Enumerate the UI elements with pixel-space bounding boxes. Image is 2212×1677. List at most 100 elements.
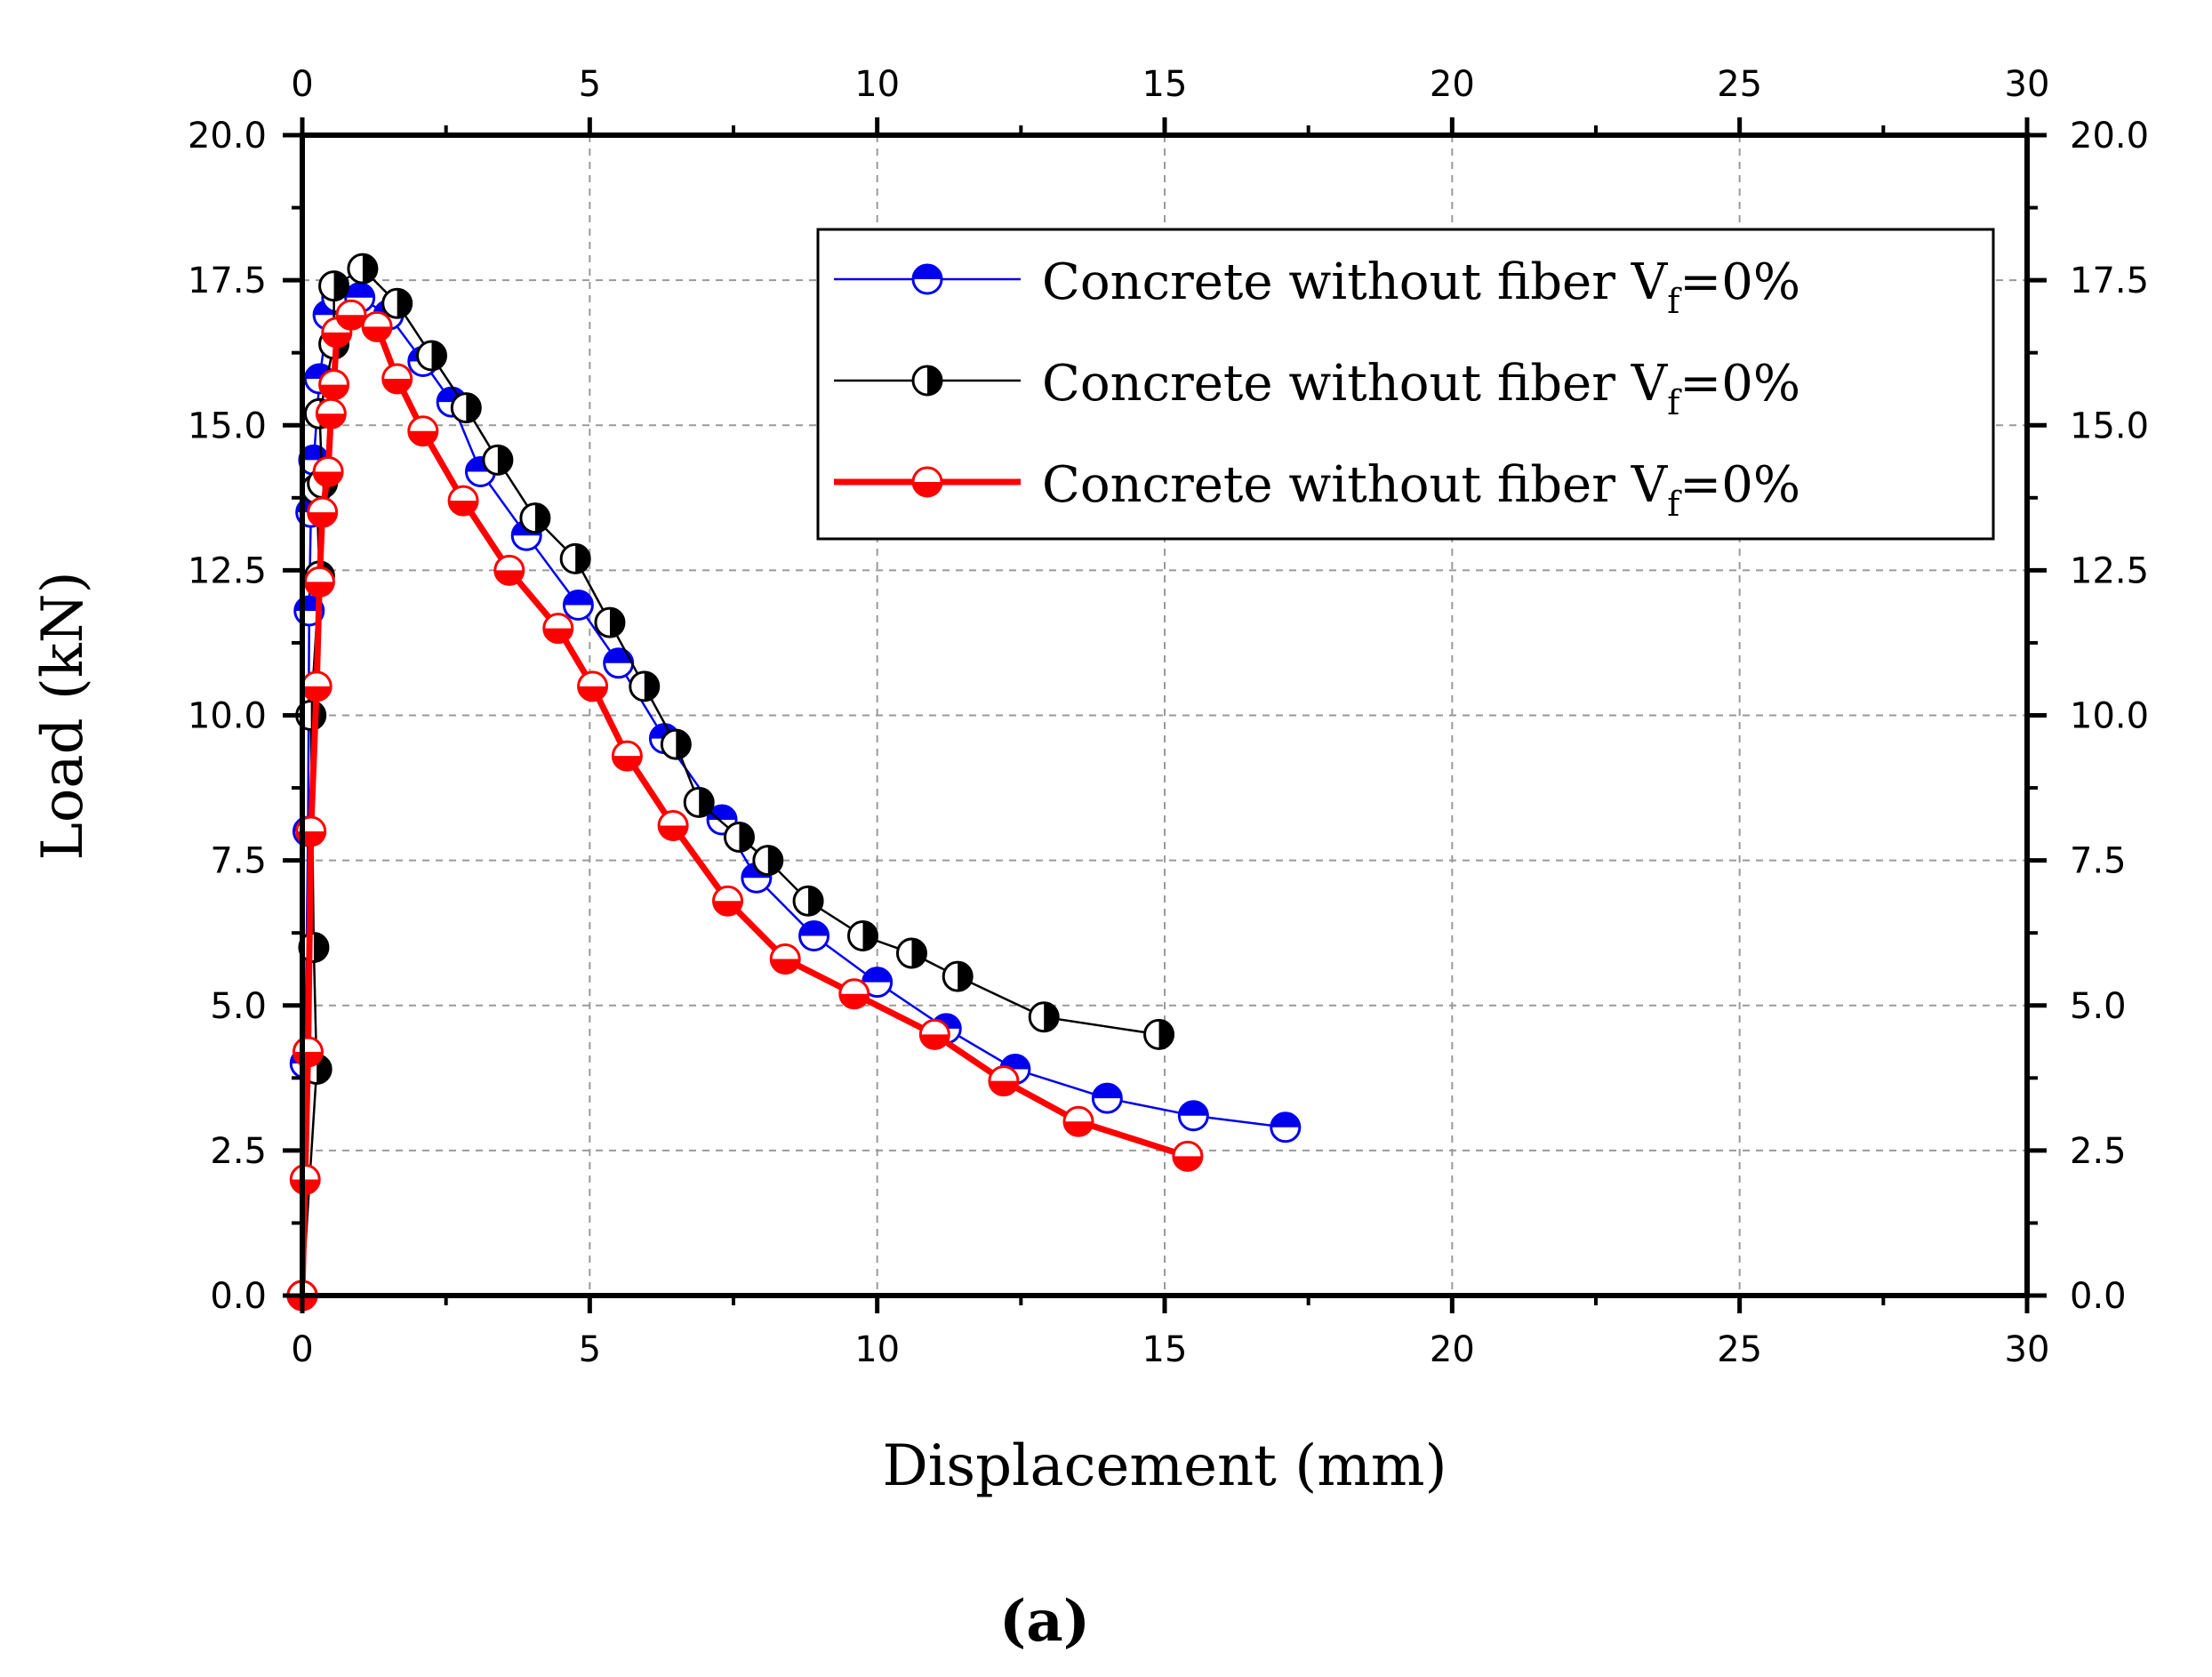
x-tick-label-top: 25	[1717, 64, 1762, 105]
data-point	[798, 919, 830, 951]
legend-entry-1: Concrete without fiber Vf=0%	[834, 253, 1800, 321]
data-point	[752, 845, 784, 877]
series-layer	[286, 253, 1302, 1312]
data-point	[318, 369, 350, 401]
legend-label: Concrete without fiber Vf=0%	[1042, 355, 1800, 422]
data-point	[562, 590, 594, 622]
y-tick-label-right: 5.0	[2070, 986, 2127, 1027]
y-tick-label-right: 15.0	[2070, 405, 2149, 446]
x-tick-label-top: 5	[579, 64, 601, 105]
data-point	[312, 455, 344, 487]
legend-swatch-marker	[911, 263, 943, 295]
data-point	[407, 415, 439, 447]
y-tick-label-left: 0.0	[210, 1276, 267, 1317]
data-point	[559, 542, 591, 574]
data-point	[542, 613, 574, 645]
data-point	[594, 606, 626, 638]
data-point	[307, 496, 339, 528]
data-point	[347, 253, 379, 285]
axis-ticks: 0 0 5 5 10 10 15 15 20 20 25 25 30 30 0.0 0.0 2.5 2.5 5.0 5…	[188, 64, 2149, 1370]
x-tick-label-bottom: 20	[1430, 1329, 1475, 1370]
data-point	[303, 566, 335, 598]
data-point	[519, 502, 551, 534]
y-tick-label-left: 17.5	[188, 261, 267, 301]
data-point	[1172, 1140, 1204, 1172]
data-point	[942, 960, 974, 992]
y-tick-label-right: 12.5	[2070, 550, 2149, 591]
x-tick-label-bottom: 5	[579, 1329, 601, 1370]
data-point	[315, 397, 347, 429]
y-tick-label-left: 7.5	[210, 841, 267, 882]
x-tick-label-bottom: 30	[2005, 1329, 2050, 1370]
data-point	[660, 728, 692, 760]
data-point	[603, 647, 635, 679]
x-tick-label-top: 20	[1430, 64, 1475, 105]
legend-swatch-marker	[911, 466, 943, 498]
legend-label: Concrete without fiber Vf=0%	[1042, 456, 1800, 524]
data-point	[1270, 1111, 1302, 1143]
y-tick-label-right: 17.5	[2070, 261, 2149, 301]
data-point	[493, 554, 525, 586]
x-tick-label-top: 0	[291, 64, 313, 105]
data-point	[683, 786, 715, 818]
y-tick-label-left: 2.5	[210, 1131, 267, 1172]
y-tick-label-right: 7.5	[2070, 841, 2127, 882]
data-point	[335, 299, 367, 331]
data-point	[1177, 1100, 1209, 1132]
y-tick-label-right: 0.0	[2070, 1276, 2127, 1317]
y-tick-label-left: 10.0	[188, 696, 267, 737]
x-tick-label-bottom: 10	[854, 1329, 900, 1370]
legend-entry-3: Concrete without fiber Vf=0%	[834, 456, 1800, 524]
y-axis-title: Load (kN)	[30, 571, 96, 860]
x-tick-label-top: 10	[854, 64, 900, 105]
data-point	[447, 485, 479, 517]
data-point	[318, 270, 350, 302]
data-point	[416, 340, 447, 372]
y-tick-label-left: 15.0	[188, 405, 267, 446]
data-point	[838, 978, 870, 1010]
data-point	[1028, 1001, 1060, 1033]
x-tick-label-bottom: 15	[1142, 1329, 1188, 1370]
y-tick-label-left: 5.0	[210, 986, 267, 1027]
data-point	[577, 670, 609, 702]
data-point	[918, 1018, 950, 1050]
x-tick-label-bottom: 0	[291, 1329, 313, 1370]
data-point	[361, 310, 393, 342]
y-tick-label-right: 20.0	[2070, 116, 2149, 156]
legend-box	[816, 228, 1995, 541]
data-point	[289, 1164, 321, 1195]
data-point	[301, 670, 333, 702]
legend-entry-2: Concrete without fiber Vf=0%	[834, 355, 1800, 422]
data-point	[450, 392, 482, 424]
data-point	[381, 287, 413, 319]
data-point	[1143, 1018, 1175, 1050]
data-point	[792, 885, 824, 917]
data-point	[847, 919, 878, 951]
data-point	[1091, 1082, 1123, 1114]
series-line	[299, 311, 1189, 1296]
data-point	[712, 885, 744, 917]
data-point	[1062, 1105, 1094, 1137]
legend-label: Concrete without fiber Vf=0%	[1042, 253, 1800, 321]
x-axis-title: Displacement (mm)	[882, 1433, 1447, 1499]
x-tick-label-top: 15	[1142, 64, 1188, 105]
y-tick-label-right: 2.5	[2070, 1131, 2127, 1172]
y-tick-label-left: 12.5	[188, 550, 267, 591]
data-point	[769, 943, 801, 975]
legend-swatch-marker	[911, 365, 943, 397]
data-point	[381, 363, 413, 395]
data-point	[988, 1065, 1020, 1097]
data-point	[895, 937, 927, 969]
x-tick-label-top: 30	[2005, 64, 2050, 105]
data-point	[629, 670, 661, 702]
data-point	[292, 1036, 324, 1068]
data-point	[723, 822, 755, 854]
x-tick-label-bottom: 25	[1717, 1329, 1762, 1370]
y-tick-label-right: 10.0	[2070, 696, 2149, 737]
legend: Concrete without fiber Vf=0% Concrete wit…	[816, 228, 1995, 541]
data-point	[657, 809, 689, 841]
y-tick-label-left: 20.0	[188, 116, 267, 156]
panel-label: (a)	[999, 1588, 1090, 1655]
data-point	[611, 740, 643, 772]
